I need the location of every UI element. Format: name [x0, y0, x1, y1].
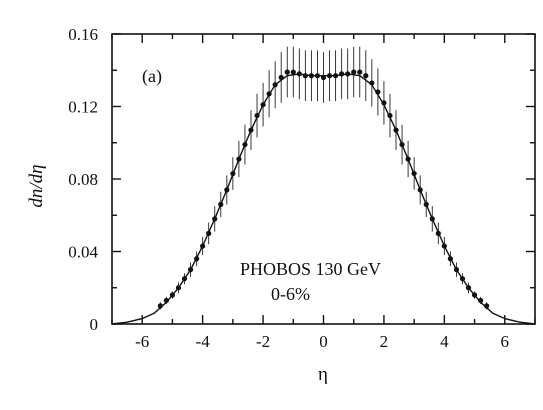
- annotation-experiment: PHOBOS 130 GeV: [240, 259, 381, 279]
- x-tick-label: 4: [440, 332, 449, 351]
- x-axis-title: η: [318, 364, 328, 385]
- data-point: [465, 285, 472, 291]
- data-point: [478, 297, 484, 304]
- y-tick-label: 0.12: [68, 98, 98, 117]
- data-point: [423, 201, 429, 207]
- data-point: [248, 127, 254, 133]
- x-tick-label: 2: [380, 332, 389, 351]
- y-tick-label: 0.04: [68, 243, 98, 262]
- data-point: [381, 100, 387, 106]
- data-point: [163, 297, 169, 304]
- data-point: [417, 187, 423, 193]
- x-tick-label: 6: [501, 332, 510, 351]
- data-point: [236, 156, 242, 162]
- annotation-centrality: 0-6%: [271, 284, 310, 304]
- data-point: [181, 276, 188, 282]
- data-point: [254, 112, 260, 119]
- data-point: [218, 201, 224, 207]
- data-point: [169, 292, 176, 298]
- axis-ticks: [111, 33, 536, 325]
- data-point: [302, 73, 308, 79]
- data-point: [484, 303, 490, 309]
- data-point: [290, 69, 296, 75]
- data-point: [339, 71, 345, 77]
- y-tick-label: 0.08: [68, 170, 98, 189]
- data-point: [200, 243, 206, 249]
- data-point: [363, 73, 369, 79]
- y-tick-labels: 0 0.04 0.08 0.12 0.16: [68, 25, 98, 334]
- data-point: [194, 256, 200, 262]
- fit-curve: [111, 73, 536, 325]
- data-point: [296, 71, 302, 77]
- data-point: [429, 216, 435, 222]
- y-axis-title: dn/dη: [26, 164, 47, 207]
- x-tick-label: -2: [256, 332, 270, 351]
- data-point: [399, 141, 405, 148]
- data-points: [157, 69, 490, 309]
- data-point: [441, 243, 447, 249]
- x-tick-label: -4: [196, 332, 211, 351]
- data-point: [260, 102, 266, 108]
- data-point: [320, 74, 327, 81]
- data-point: [272, 82, 278, 88]
- data-point: [471, 292, 478, 298]
- data-point: [284, 69, 290, 75]
- data-point: [405, 156, 411, 162]
- data-point: [175, 285, 182, 291]
- y-tick-label: 0.16: [68, 25, 98, 44]
- data-point: [332, 73, 339, 79]
- data-point: [459, 276, 466, 282]
- data-point: [411, 170, 417, 177]
- data-point: [447, 256, 453, 262]
- data-point: [345, 71, 351, 77]
- x-tick-label: -6: [135, 332, 149, 351]
- data-point: [224, 187, 230, 193]
- data-point: [308, 73, 315, 79]
- data-point: [212, 216, 218, 222]
- panel-label: (a): [142, 66, 162, 87]
- data-point: [393, 127, 399, 133]
- data-point: [453, 267, 460, 273]
- data-point: [435, 230, 441, 236]
- data-point: [375, 89, 381, 95]
- x-tick-labels: -6 -4 -2 0 2 4 6: [135, 332, 509, 351]
- data-point: [187, 267, 194, 273]
- y-tick-label: 0: [90, 315, 99, 334]
- data-point: [351, 69, 357, 75]
- data-point: [357, 69, 363, 75]
- data-point: [230, 170, 236, 177]
- data-point: [206, 230, 212, 236]
- data-point: [387, 112, 393, 119]
- data-point: [266, 91, 272, 97]
- data-point: [326, 73, 333, 79]
- data-point: [157, 303, 163, 309]
- x-tick-label: 0: [319, 332, 328, 351]
- data-point: [314, 73, 321, 79]
- data-point: [369, 80, 375, 86]
- data-point: [278, 74, 284, 81]
- data-point: [242, 141, 248, 148]
